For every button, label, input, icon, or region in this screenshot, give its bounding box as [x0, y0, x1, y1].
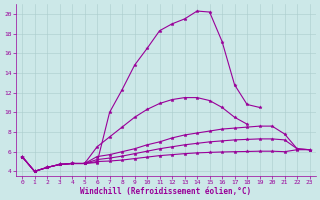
X-axis label: Windchill (Refroidissement éolien,°C): Windchill (Refroidissement éolien,°C): [80, 187, 252, 196]
